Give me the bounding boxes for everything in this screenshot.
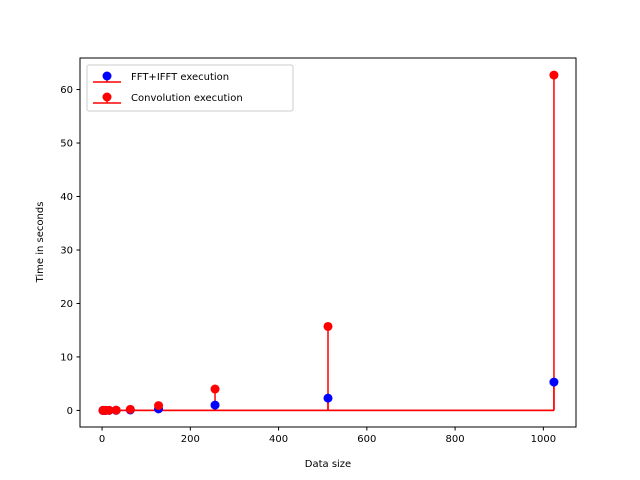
legend-box (86, 64, 294, 112)
x-tick-label: 600 (357, 434, 376, 445)
marker-series-1 (111, 405, 121, 415)
x-tick-label: 0 (99, 434, 105, 445)
marker-series-1 (125, 404, 135, 414)
y-tick-label: 0 (67, 406, 73, 417)
x-tick-label: 400 (269, 434, 288, 445)
x-tick-label: 200 (181, 434, 200, 445)
plot-frame (79, 57, 577, 428)
y-tick-label: 60 (60, 85, 73, 96)
y-axis-label: Time in seconds (35, 202, 46, 284)
x-axis-label: Data size (305, 459, 351, 470)
y-tick-label: 30 (60, 245, 73, 256)
y-tick-label: 40 (60, 192, 73, 203)
marker-series-1 (549, 70, 559, 80)
marker-series-1 (210, 384, 220, 394)
y-axis-ticks: 0 10 20 30 40 50 60 (60, 85, 80, 417)
x-tick-label: 800 (446, 434, 465, 445)
marker-series-1 (323, 321, 333, 331)
x-tick-label: 1000 (531, 434, 556, 445)
y-tick-label: 10 (60, 352, 73, 363)
x-axis-ticks: 0 200 400 600 800 1000 (99, 427, 556, 445)
legend-label-fft: FFT+IFFT execution (131, 72, 229, 83)
legend: FFT+IFFT execution Convolution execution (86, 64, 294, 112)
legend-marker-fft (102, 71, 112, 81)
legend-label-conv: Convolution execution (131, 93, 243, 104)
stem-markers (98, 70, 559, 415)
marker-series-0 (210, 400, 220, 410)
marker-series-0 (323, 393, 333, 403)
y-tick-label: 20 (60, 299, 73, 310)
marker-series-1 (104, 405, 114, 415)
marker-series-1 (154, 401, 164, 411)
legend-marker-conv (102, 92, 112, 102)
marker-series-0 (549, 377, 559, 387)
y-tick-label: 50 (60, 139, 73, 150)
